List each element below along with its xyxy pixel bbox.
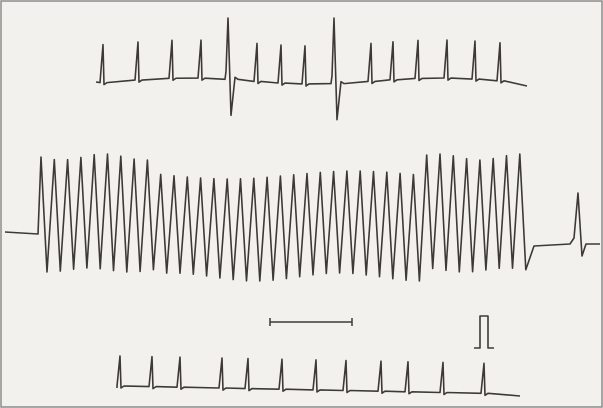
ecg-strip-image <box>0 0 603 408</box>
